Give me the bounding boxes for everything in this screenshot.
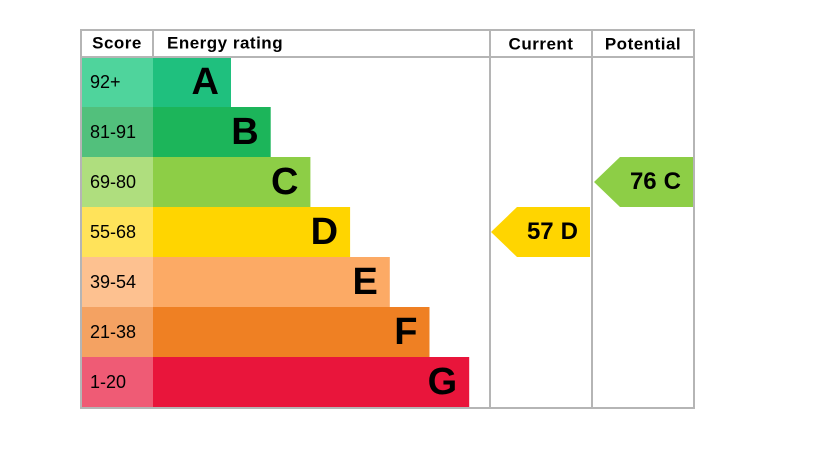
- score-cell: [81, 357, 153, 407]
- rating-arrow-label: 76 C: [630, 168, 681, 195]
- score-label: 1-20: [90, 372, 126, 392]
- rating-bar: [153, 307, 430, 357]
- score-label: 55-68: [90, 222, 136, 242]
- score-label: 69-80: [90, 172, 136, 192]
- rating-letter: F: [394, 311, 417, 353]
- rating-bar: [153, 257, 390, 307]
- frame: [80, 29, 695, 409]
- header: Energy rating: [167, 33, 283, 52]
- score-label: 81-91: [90, 122, 136, 142]
- rating-letter: E: [352, 261, 377, 303]
- rating-bar: [153, 357, 470, 407]
- rating-arrow: [594, 157, 693, 207]
- score-label: 92+: [90, 72, 121, 92]
- score-cell: [81, 207, 153, 257]
- rating-letter: B: [231, 111, 258, 153]
- score-label: 39-54: [90, 272, 136, 292]
- rating-bar: [153, 157, 311, 207]
- arrow-score: 57: [527, 218, 554, 245]
- rating-letter: C: [271, 161, 298, 203]
- score-cell: [81, 307, 153, 357]
- score-cell: [81, 157, 153, 207]
- rating-bar: [153, 57, 231, 107]
- rating-letter: D: [311, 211, 338, 253]
- arrow-rating: C: [664, 168, 681, 195]
- rating-bar: [153, 107, 271, 157]
- rating-arrow: [491, 207, 590, 257]
- header: Current: [509, 34, 574, 53]
- header: Potential: [605, 34, 681, 53]
- arrow-rating: D: [561, 218, 578, 245]
- score-cell: [81, 57, 153, 107]
- score-label: 21-38: [90, 322, 136, 342]
- rating-arrow-label: 57 D: [527, 218, 578, 245]
- score-cell: [81, 257, 153, 307]
- score-cell: [81, 107, 153, 157]
- rating-letter: G: [428, 361, 458, 403]
- rating-letter: A: [192, 61, 219, 103]
- arrow-score: 76: [630, 168, 657, 195]
- header: Score: [92, 33, 142, 52]
- rating-bar: [153, 207, 351, 257]
